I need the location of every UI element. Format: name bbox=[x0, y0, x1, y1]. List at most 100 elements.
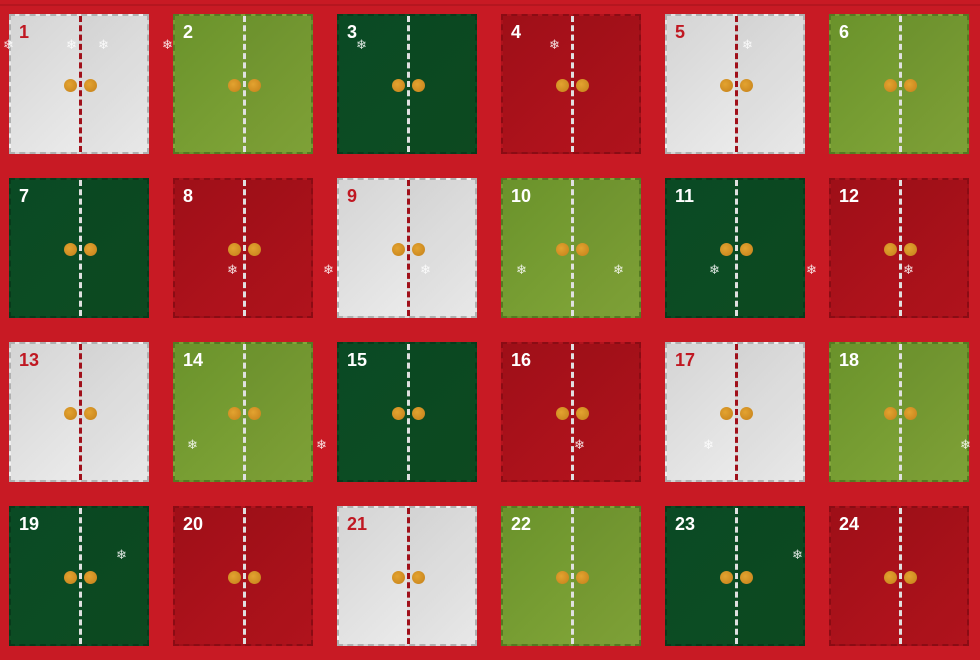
snowflake-icon: ❄ bbox=[116, 547, 127, 562]
knob-icon bbox=[720, 79, 733, 92]
door-11[interactable]: 11 bbox=[665, 178, 805, 318]
door-17[interactable]: 17 bbox=[665, 342, 805, 482]
door-21[interactable]: 21 bbox=[337, 506, 477, 646]
door-13[interactable]: 13 bbox=[9, 342, 149, 482]
knob-icon bbox=[884, 79, 897, 92]
door-seam bbox=[79, 508, 82, 644]
snowflake-icon: ❄ bbox=[709, 262, 720, 277]
snowflake-icon: ❄ bbox=[742, 37, 753, 52]
knob-icon bbox=[556, 571, 569, 584]
door-seam bbox=[571, 180, 574, 316]
snowflake-icon: ❄ bbox=[516, 262, 527, 277]
door-seam bbox=[899, 508, 902, 644]
knob-icon bbox=[720, 407, 733, 420]
door-number: 11 bbox=[675, 186, 695, 206]
door-number: 22 bbox=[511, 514, 532, 534]
knob-icon bbox=[576, 407, 589, 420]
door-24[interactable]: 24 bbox=[829, 506, 969, 646]
snowflake-icon: ❄ bbox=[227, 262, 238, 277]
knob-icon bbox=[84, 571, 97, 584]
door-seam bbox=[571, 508, 574, 644]
door-14[interactable]: 14 bbox=[173, 342, 313, 482]
door-10[interactable]: 10 bbox=[501, 178, 641, 318]
snowflake-icon: ❄ bbox=[549, 37, 560, 52]
snowflake-icon: ❄ bbox=[323, 262, 334, 277]
door-number: 21 bbox=[347, 514, 368, 534]
door-number: 2 bbox=[183, 22, 194, 42]
knob-icon bbox=[556, 407, 569, 420]
door-number: 23 bbox=[675, 514, 696, 534]
door-5[interactable]: 5 bbox=[665, 14, 805, 154]
knob-icon bbox=[248, 407, 261, 420]
door-seam bbox=[899, 344, 902, 480]
door-23[interactable]: 23 bbox=[665, 506, 805, 646]
knob-icon bbox=[884, 407, 897, 420]
door-8[interactable]: 8 bbox=[173, 178, 313, 318]
snowflake-icon: ❄ bbox=[420, 262, 431, 277]
snowflake-icon: ❄ bbox=[703, 437, 714, 452]
door-seam bbox=[243, 16, 246, 152]
snowflake-icon: ❄ bbox=[162, 37, 173, 52]
door-number: 3 bbox=[347, 22, 358, 42]
knob-icon bbox=[392, 407, 405, 420]
knob-icon bbox=[248, 79, 261, 92]
door-6[interactable]: 6 bbox=[829, 14, 969, 154]
door-seam bbox=[407, 508, 410, 644]
door-18[interactable]: 18 bbox=[829, 342, 969, 482]
door-12[interactable]: 12 bbox=[829, 178, 969, 318]
snowflake-icon: ❄ bbox=[187, 437, 198, 452]
door-20[interactable]: 20 bbox=[173, 506, 313, 646]
door-9[interactable]: 9 bbox=[337, 178, 477, 318]
snowflake-icon: ❄ bbox=[792, 547, 803, 562]
door-number: 5 bbox=[675, 22, 686, 42]
door-number: 17 bbox=[675, 350, 696, 370]
knob-icon bbox=[884, 571, 897, 584]
door-number: 9 bbox=[347, 186, 358, 206]
door-number: 12 bbox=[839, 186, 860, 206]
door-7[interactable]: 7 bbox=[9, 178, 149, 318]
door-22[interactable]: 22 bbox=[501, 506, 641, 646]
door-seam bbox=[79, 344, 82, 480]
knob-icon bbox=[248, 243, 261, 256]
door-number: 13 bbox=[19, 350, 40, 370]
knob-icon bbox=[228, 407, 241, 420]
door-seam bbox=[735, 16, 738, 152]
snowflake-icon: ❄ bbox=[98, 37, 109, 52]
knob-icon bbox=[576, 79, 589, 92]
knob-icon bbox=[228, 79, 241, 92]
knob-icon bbox=[64, 79, 77, 92]
door-number: 10 bbox=[511, 186, 532, 206]
door-seam bbox=[407, 344, 410, 480]
door-1[interactable]: 1 bbox=[9, 14, 149, 154]
door-15[interactable]: 15 bbox=[337, 342, 477, 482]
door-number: 8 bbox=[183, 186, 194, 206]
knob-icon bbox=[576, 243, 589, 256]
door-16[interactable]: 16 bbox=[501, 342, 641, 482]
knob-icon bbox=[904, 571, 917, 584]
knob-icon bbox=[84, 407, 97, 420]
door-seam bbox=[79, 16, 82, 152]
knob-icon bbox=[392, 243, 405, 256]
knob-icon bbox=[412, 79, 425, 92]
knob-icon bbox=[720, 571, 733, 584]
door-number: 19 bbox=[19, 514, 40, 534]
snowflake-icon: ❄ bbox=[356, 37, 367, 52]
door-19[interactable]: 19 bbox=[9, 506, 149, 646]
door-2[interactable]: 2 bbox=[173, 14, 313, 154]
knob-icon bbox=[412, 407, 425, 420]
knob-icon bbox=[740, 407, 753, 420]
snowflake-icon: ❄ bbox=[806, 262, 817, 277]
door-seam bbox=[243, 180, 246, 316]
knob-icon bbox=[84, 243, 97, 256]
door-4[interactable]: 4 bbox=[501, 14, 641, 154]
door-number: 18 bbox=[839, 350, 860, 370]
door-number: 4 bbox=[511, 22, 522, 42]
knob-icon bbox=[556, 79, 569, 92]
knob-icon bbox=[740, 243, 753, 256]
knob-icon bbox=[64, 243, 77, 256]
knob-icon bbox=[884, 243, 897, 256]
door-seam bbox=[899, 180, 902, 316]
door-3[interactable]: 3 bbox=[337, 14, 477, 154]
door-number: 1 bbox=[19, 22, 30, 42]
knob-icon bbox=[904, 79, 917, 92]
